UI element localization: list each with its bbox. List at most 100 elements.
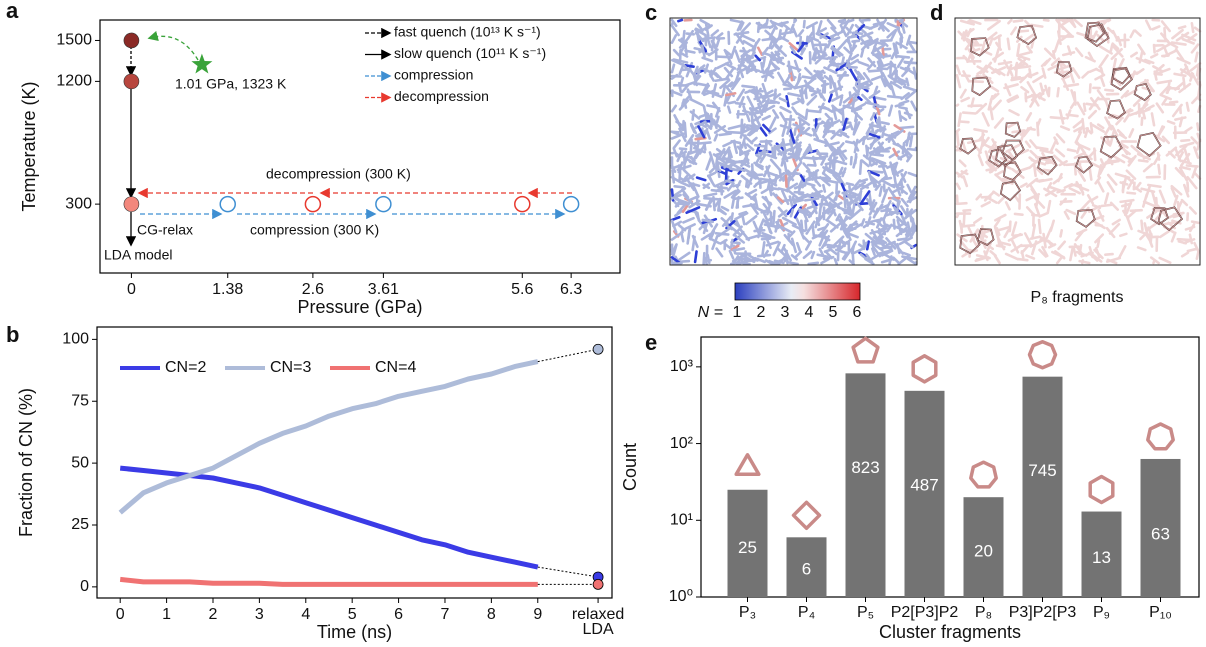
bond [746, 126, 757, 136]
bond [859, 180, 875, 191]
bond [695, 64, 706, 73]
bond [857, 70, 866, 81]
x-tick-label: 6 [394, 606, 403, 623]
bond [1056, 87, 1060, 98]
bond [1127, 209, 1137, 219]
bond [980, 200, 991, 208]
bond [901, 24, 906, 34]
bond [885, 237, 897, 250]
bond [877, 236, 888, 244]
series-line [119, 576, 538, 587]
x-axis-label: Time (ns) [317, 622, 392, 642]
bond [868, 201, 878, 216]
bond [849, 184, 858, 193]
bond [849, 69, 858, 82]
bond [1104, 88, 1115, 92]
bond [1126, 191, 1137, 195]
bond [770, 36, 781, 50]
bond [716, 55, 733, 59]
bond [852, 155, 858, 169]
bond [1120, 89, 1130, 99]
bond [1047, 63, 1060, 71]
bond [737, 259, 742, 266]
bond [857, 60, 870, 67]
bond [1065, 208, 1077, 216]
bond [1134, 105, 1147, 115]
bond [1006, 37, 1011, 51]
bond [870, 229, 878, 240]
bond [797, 29, 805, 37]
bond [1051, 250, 1066, 259]
y-tick-label: 1200 [56, 73, 92, 90]
bond [1011, 167, 1025, 179]
bond [742, 140, 748, 150]
bond [834, 191, 839, 201]
bond [791, 100, 801, 106]
bond [678, 99, 690, 111]
bond [798, 35, 803, 50]
bond [699, 18, 711, 27]
bond [772, 209, 776, 226]
colorbar-tick-label: 1 [733, 304, 742, 321]
bond [997, 60, 1013, 66]
bond [726, 130, 743, 135]
x-tick-label: 5 [348, 606, 357, 623]
bond [1153, 70, 1158, 81]
bond [1087, 109, 1098, 120]
bond [1061, 25, 1074, 38]
bond [736, 88, 746, 102]
bond [1006, 94, 1019, 102]
bond [1034, 194, 1040, 209]
bond [1011, 129, 1026, 134]
bond [795, 126, 805, 140]
bond [1072, 119, 1083, 129]
bond [993, 218, 1001, 228]
bond [678, 150, 687, 156]
fragment [1100, 135, 1123, 158]
x-tick-label: 6.3 [560, 281, 582, 298]
fragment [1003, 161, 1022, 181]
legend-label: CN=4 [375, 359, 416, 376]
bond [703, 192, 718, 198]
bond [898, 19, 909, 28]
bond [793, 127, 797, 136]
bond [1021, 33, 1035, 44]
bond [1170, 41, 1187, 46]
bond [687, 226, 692, 240]
bond [1013, 212, 1024, 216]
fragment [971, 77, 991, 96]
bond [804, 108, 809, 121]
bond [672, 220, 683, 228]
bond [670, 175, 681, 183]
bond [884, 81, 895, 87]
bond [1044, 160, 1055, 165]
bond [671, 261, 683, 266]
bond [1085, 127, 1093, 135]
bond [908, 190, 917, 204]
bond [844, 140, 855, 145]
bond [799, 174, 806, 182]
bond [786, 123, 792, 136]
bond [1013, 61, 1019, 71]
bond [1179, 68, 1191, 76]
bond [1133, 29, 1142, 37]
colorbar-tick-label: 3 [781, 304, 790, 321]
bond [814, 47, 821, 58]
bond [761, 57, 766, 69]
bond [804, 219, 808, 232]
bond [862, 83, 872, 90]
snapshot-p8 [954, 17, 1202, 266]
bond [680, 188, 690, 199]
bond [1035, 166, 1044, 176]
bond [984, 31, 998, 43]
bond [1008, 109, 1020, 117]
bond [695, 196, 699, 207]
bond [874, 141, 885, 154]
bond [870, 247, 876, 256]
bond [753, 194, 759, 210]
bond [1093, 147, 1097, 162]
bond [906, 183, 913, 193]
bond [867, 69, 883, 73]
bond [1052, 50, 1056, 60]
bond [958, 239, 970, 252]
